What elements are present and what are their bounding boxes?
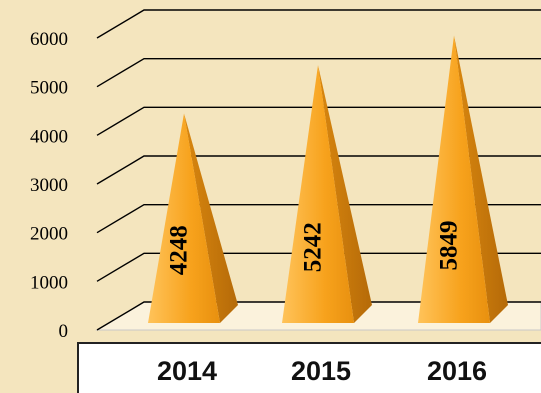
bar-side-face (318, 65, 372, 324)
bar-side-face (454, 35, 508, 323)
bar (282, 65, 372, 324)
x-category-label: 2015 (291, 356, 351, 386)
y-axis-ticks: 0 1000 2000 3000 4000 5000 6000 (30, 29, 68, 342)
x-category-label: 2014 (157, 356, 217, 386)
y-tick-label: 1000 (30, 272, 68, 293)
gridline (96, 57, 541, 88)
gridline (96, 203, 541, 234)
bars (148, 35, 508, 324)
bar-side-face (184, 113, 238, 324)
bar-front-face (282, 65, 354, 324)
bar-value-label: 4248 (166, 225, 193, 275)
bar-value-label: 5849 (436, 220, 463, 270)
bar (418, 35, 508, 323)
y-tick-label: 5000 (30, 78, 68, 99)
gridline (96, 252, 541, 282)
gridline (96, 106, 541, 136)
bar-value-label: 5242 (300, 222, 327, 272)
category-band: 2014 2015 2016 (77, 342, 541, 393)
y-tick-label: 4000 (30, 126, 68, 147)
y-tick-label: 2000 (30, 224, 68, 245)
gridline (96, 155, 541, 185)
y-tick-label: 0 (59, 321, 69, 342)
y-tick-label: 3000 (30, 175, 68, 196)
gridline (96, 9, 541, 39)
data-labels: 4248 5242 5849 (166, 220, 463, 275)
x-category-label: 2016 (427, 356, 487, 386)
gridline (96, 301, 541, 331)
y-tick-label: 6000 (30, 29, 68, 50)
bar (148, 113, 238, 324)
bar-front-face (148, 113, 220, 324)
bar-front-face (418, 35, 490, 323)
category-band-box (77, 342, 541, 393)
